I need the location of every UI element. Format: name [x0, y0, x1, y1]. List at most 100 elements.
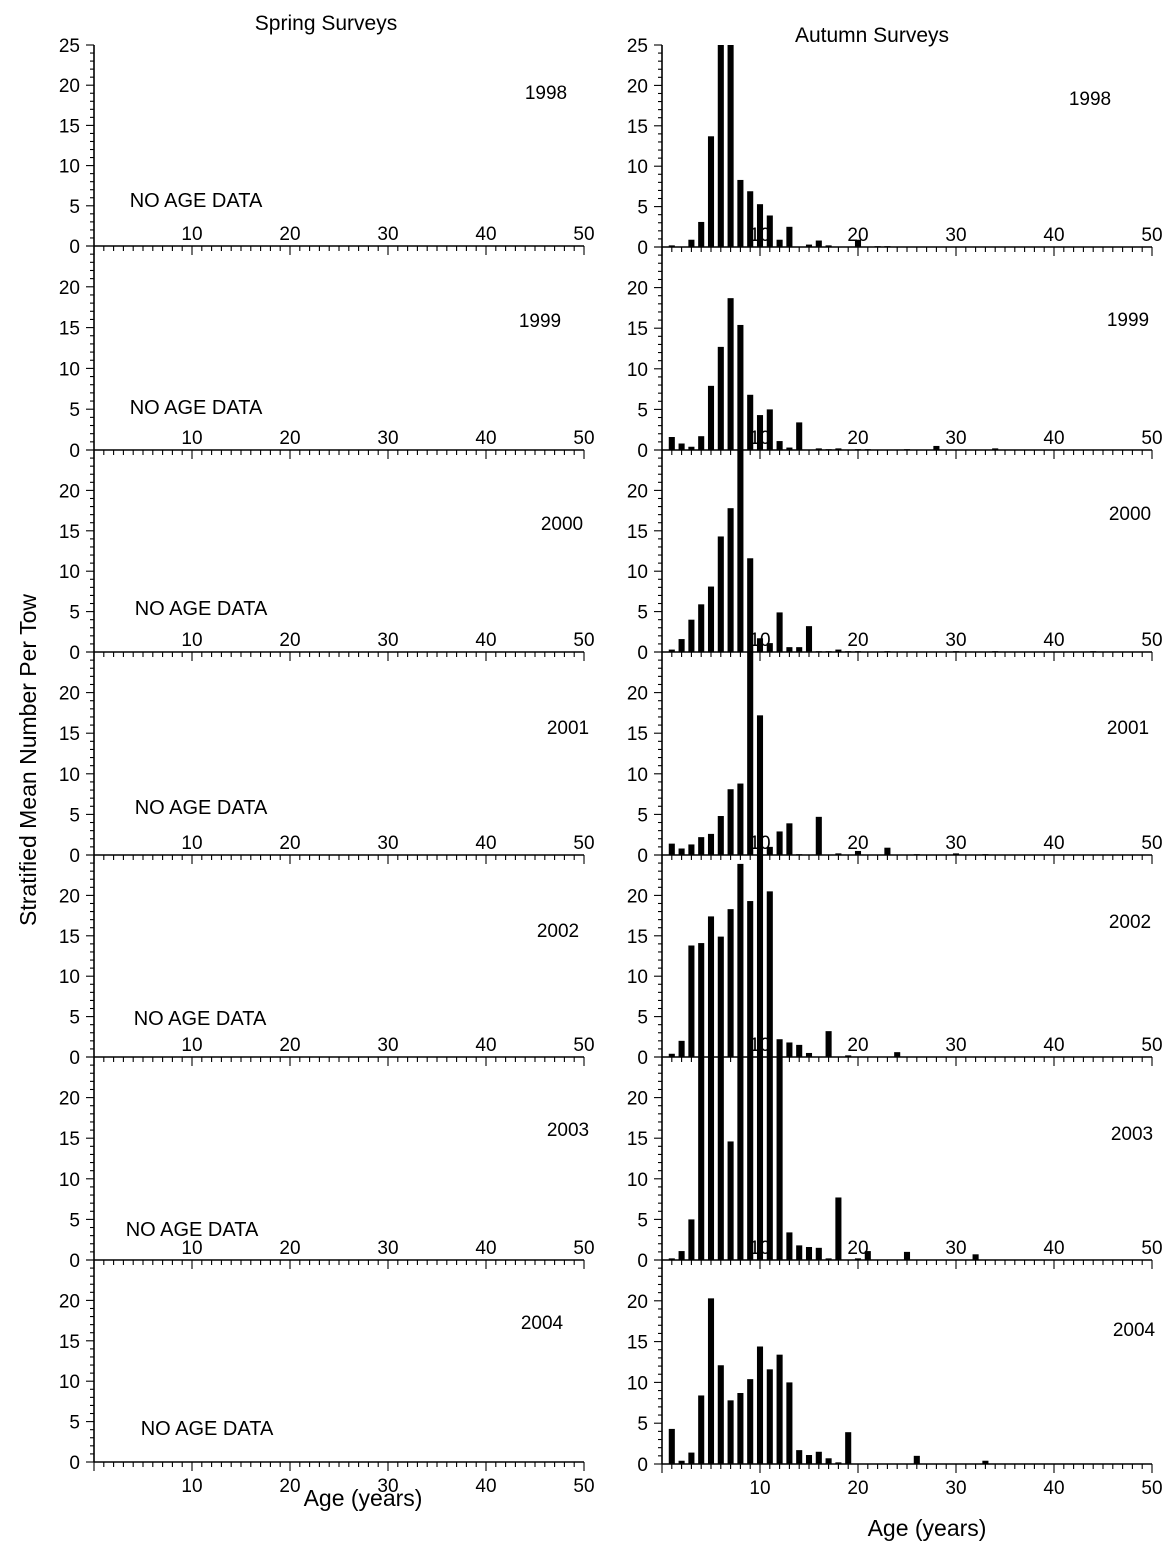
x-tick-label: 20	[279, 630, 300, 651]
x-tick-label: 40	[1043, 225, 1064, 246]
y-tick-label: 20	[59, 76, 80, 97]
year-label: 2001	[547, 718, 589, 739]
y-tick-label: 5	[69, 805, 80, 826]
y-tick-label: 15	[627, 1129, 648, 1150]
y-tick-label: 20	[627, 1089, 648, 1110]
year-label: 2002	[537, 921, 579, 942]
bar-age-9	[747, 1057, 754, 1260]
x-tick-label: 10	[181, 1238, 202, 1259]
bar-age-26	[913, 1455, 920, 1464]
bar-age-15	[805, 1052, 813, 1057]
y-tick-label: 15	[627, 117, 648, 138]
bar-age-3	[688, 1219, 695, 1260]
bar-age-14	[796, 422, 803, 450]
bar-age-7	[727, 298, 734, 450]
bar-age-4	[698, 436, 705, 450]
panel-autumn-2000: 0 5 10 15 20 10 20 30 40 50 2000	[627, 428, 1163, 664]
y-tick-label: 20	[627, 886, 648, 907]
x-tick-label: 30	[377, 428, 398, 449]
x-tick-label: 20	[847, 1478, 868, 1499]
bar-age-7	[727, 1141, 734, 1260]
no-age-data-label: NO AGE DATA	[130, 397, 263, 419]
bar-age-4	[698, 1395, 705, 1464]
y-tick-label: 25	[59, 36, 80, 57]
x-tick-label: 50	[1141, 225, 1162, 246]
bar-age-8	[737, 863, 744, 1057]
bar-age-8	[737, 450, 744, 652]
autumn-column-title: Autumn Surveys	[795, 24, 949, 47]
y-tick-label: 15	[59, 1129, 80, 1150]
y-tick-label: 0	[637, 643, 648, 664]
bar-age-17	[825, 245, 832, 247]
y-tick-label: 20	[627, 481, 648, 502]
y-tick-label: 0	[69, 441, 80, 462]
y-tick-label: 10	[59, 967, 80, 988]
y-tick-label: 0	[637, 1048, 648, 1069]
x-tick-label: 10	[181, 833, 202, 854]
bar-age-3	[688, 1452, 695, 1464]
x-tick-label: 40	[1043, 630, 1064, 651]
bar-age-2	[678, 848, 685, 855]
y-tick-label: 15	[59, 927, 80, 948]
bar-age-3	[688, 446, 695, 450]
bar-age-5	[707, 1298, 715, 1464]
bar-age-5	[707, 586, 715, 652]
bar-age-8	[737, 783, 744, 855]
bar-age-2	[678, 1460, 685, 1464]
y-tick-label: 10	[627, 765, 648, 786]
x-tick-label: 10	[749, 1478, 770, 1499]
y-tick-label: 10	[627, 562, 648, 583]
bar-age-5	[707, 916, 715, 1057]
y-tick-label: 0	[69, 1453, 80, 1474]
x-tick-label: 20	[847, 630, 868, 651]
bar-age-9	[747, 191, 754, 247]
bar-age-34	[992, 448, 999, 450]
bar-age-12	[776, 1057, 783, 1260]
x-tick-label: 50	[573, 833, 594, 854]
y-tick-label: 5	[637, 1008, 648, 1029]
panel-autumn-2001: 0 5 10 15 20 10 20 30 40 50 2001	[627, 630, 1163, 867]
x-tick-label: 30	[377, 224, 398, 245]
bar-age-7	[727, 789, 734, 855]
bar-age-13	[786, 226, 793, 247]
bar-age-14	[796, 1450, 803, 1464]
panel-spring-2002: 0 5 10 15 20 10 20 30 40 50 2002 NO AGE DATA	[59, 833, 595, 1069]
x-tick-label: 10	[749, 428, 770, 449]
x-tick-label: 40	[475, 630, 496, 651]
x-tick-label: 20	[279, 224, 300, 245]
bar-age-5	[707, 833, 715, 855]
x-tick-label: 20	[279, 1035, 300, 1056]
bar-age-10	[756, 715, 764, 855]
x-tick-label: 10	[181, 1476, 202, 1497]
bar-age-14	[796, 647, 803, 652]
panel-spring-2003: 0 5 10 15 20 10 20 30 40 50 2003 NO AGE DATA	[59, 1035, 595, 1272]
panel-autumn-2002: 0 5 10 15 20 10 20 30 40 50 2002	[627, 833, 1163, 1069]
y-tick-label: 15	[59, 724, 80, 745]
spring-column-title: Spring Surveys	[255, 12, 397, 35]
y-tick-label: 0	[637, 441, 648, 462]
y-tick-label: 15	[59, 522, 80, 543]
y-tick-label: 10	[59, 1372, 80, 1393]
panel-spring-2001: 0 5 10 15 20 10 20 30 40 50 2001 NO AGE DATA	[59, 630, 595, 867]
y-tick-label: 15	[59, 116, 80, 137]
year-label: 2003	[1111, 1124, 1153, 1145]
y-tick-label: 0	[69, 846, 80, 867]
bar-age-6	[717, 45, 724, 247]
bar-age-11	[766, 891, 773, 1057]
y-tick-label: 5	[637, 1210, 648, 1231]
bar-age-6	[717, 536, 724, 652]
y-tick-label: 20	[627, 279, 648, 300]
bar-age-11	[766, 846, 773, 855]
bar-age-33	[982, 1460, 989, 1464]
x-tick-label: 40	[1043, 428, 1064, 449]
x-tick-label: 10	[181, 224, 202, 245]
bar-age-7	[727, 1400, 734, 1464]
y-tick-label: 5	[69, 1413, 80, 1434]
y-tick-label: 20	[59, 684, 80, 705]
bar-age-4	[698, 604, 705, 652]
y-tick-label: 10	[627, 1170, 648, 1191]
bar-age-17	[825, 1458, 832, 1464]
x-tick-label: 30	[945, 225, 966, 246]
bar-age-25	[903, 1251, 911, 1260]
x-tick-label: 30	[945, 833, 966, 854]
